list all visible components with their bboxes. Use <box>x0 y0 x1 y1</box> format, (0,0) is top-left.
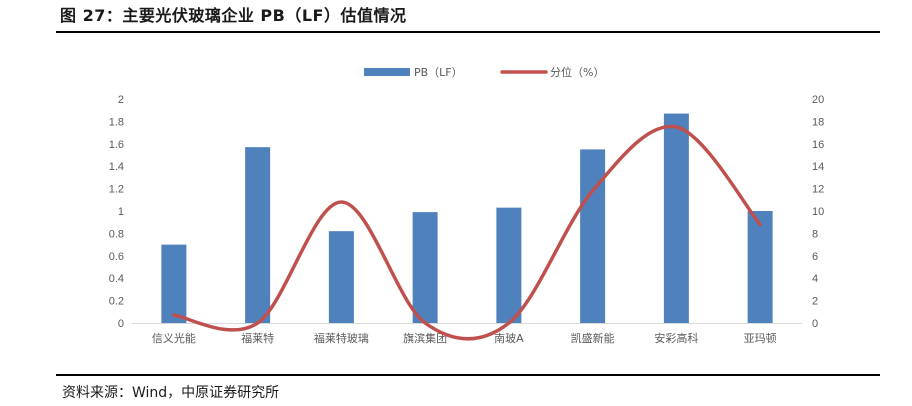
bar <box>245 147 271 323</box>
percentile-line <box>172 124 762 341</box>
y-left-tick-label: 0.4 <box>109 273 124 285</box>
chart: 00.20.40.60.811.21.41.61.820246810121416… <box>109 65 825 345</box>
bar <box>496 207 522 323</box>
x-category-label: 旗滨集团 <box>403 331 447 345</box>
y-right-tick-label: 18 <box>812 116 824 128</box>
bar <box>663 113 689 323</box>
x-category-label: 亚玛顿 <box>744 331 777 345</box>
legend-label-percentile: 分位（%） <box>550 65 604 79</box>
bar <box>328 231 354 323</box>
y-left-tick-label: 1.2 <box>109 184 124 196</box>
y-right-tick-label: 8 <box>812 228 818 240</box>
y-left-tick-label: 0.6 <box>109 251 124 263</box>
x-category-label: 福莱特玻璃 <box>314 331 369 345</box>
x-category-label: 安彩高科 <box>654 331 698 345</box>
legend-label-pb: PB（LF） <box>414 66 463 79</box>
top-rule <box>56 31 880 33</box>
x-category-label: 南玻A <box>494 332 524 345</box>
y-left-tick-label: 1.8 <box>109 116 124 128</box>
y-right-tick-label: 16 <box>812 139 824 151</box>
y-left-tick-label: 1.4 <box>109 161 124 173</box>
y-right-tick-label: 6 <box>812 251 818 263</box>
y-right-tick-label: 20 <box>812 94 824 106</box>
y-left-tick-label: 1 <box>118 206 124 218</box>
x-category-label: 凯盛新能 <box>571 331 615 345</box>
bar <box>747 211 773 323</box>
bar <box>580 149 606 323</box>
y-left-tick-label: 2 <box>118 94 124 106</box>
y-left-tick-label: 0 <box>118 318 124 330</box>
y-right-tick-label: 10 <box>812 206 824 218</box>
y-right-tick-label: 12 <box>812 184 824 196</box>
x-category-label: 福莱特 <box>241 331 274 345</box>
bar <box>161 244 187 323</box>
source-note: 资料来源：Wind，中原证券研究所 <box>62 385 280 401</box>
figure-title: 图 27：主要光伏玻璃企业 PB（LF）估值情况 <box>60 6 407 25</box>
y-left-tick-label: 0.2 <box>109 296 124 308</box>
bar <box>412 212 438 323</box>
y-right-tick-label: 0 <box>812 318 818 330</box>
y-left-tick-label: 0.8 <box>109 228 124 240</box>
x-category-label: 信义光能 <box>152 331 196 345</box>
y-right-tick-label: 2 <box>812 296 818 308</box>
y-left-tick-label: 1.6 <box>109 139 124 151</box>
y-right-tick-label: 14 <box>812 161 824 173</box>
bottom-rule <box>56 374 880 376</box>
y-right-tick-label: 4 <box>812 273 818 285</box>
legend-swatch-pb <box>364 68 410 76</box>
